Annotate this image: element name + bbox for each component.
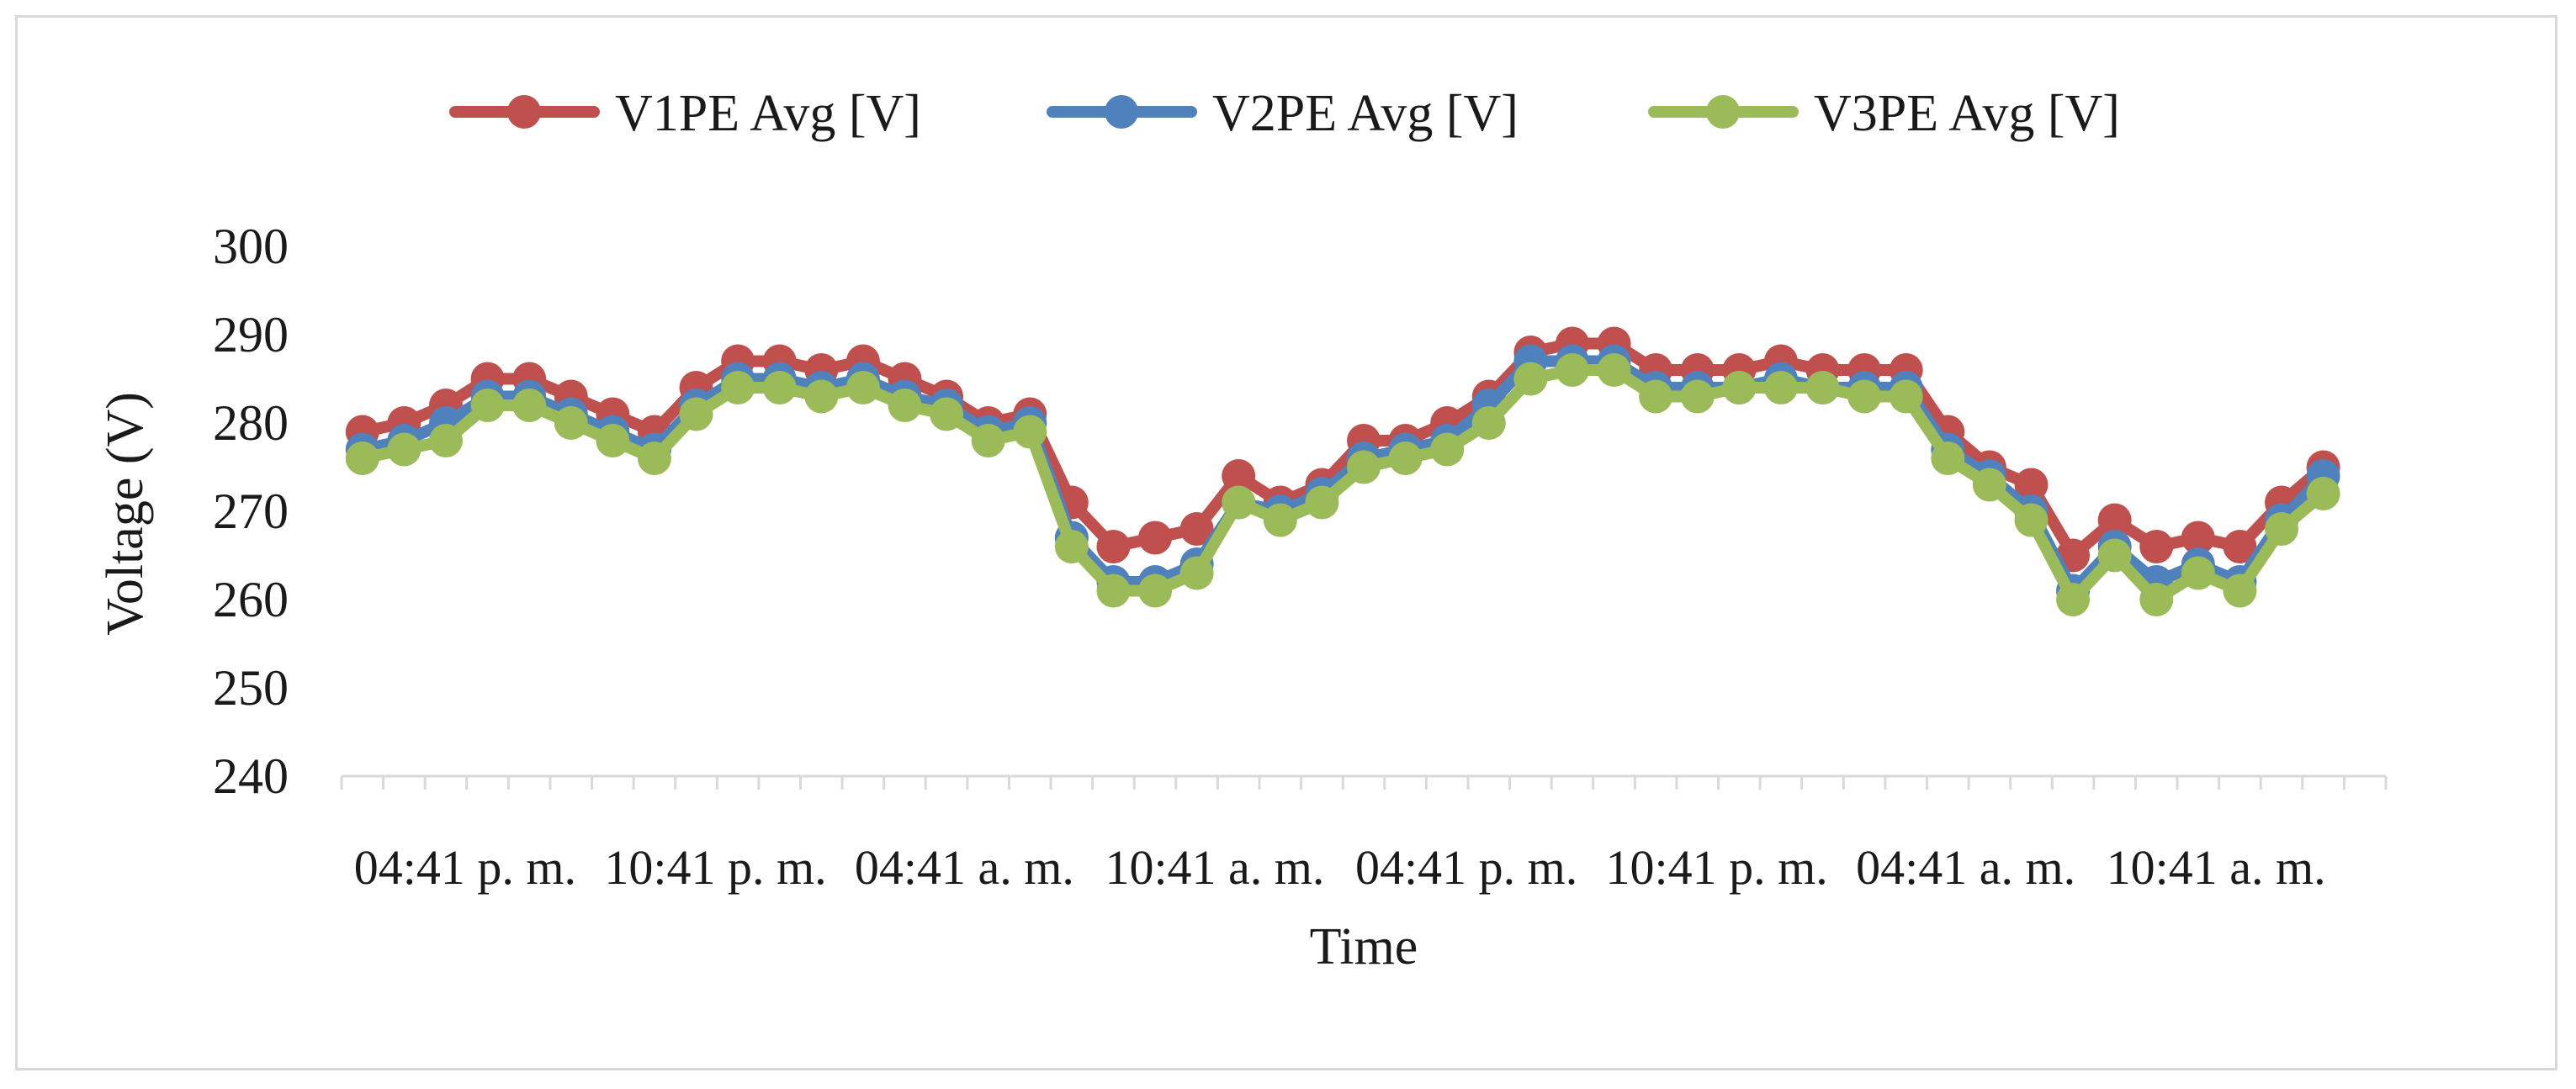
x-tick-label: 10:41 a. m. <box>2107 840 2326 895</box>
legend-marker <box>507 95 541 129</box>
data-point <box>888 389 922 422</box>
data-point <box>1096 530 1131 563</box>
data-point <box>2181 521 2215 555</box>
data-point <box>1430 432 1465 467</box>
data-point <box>930 397 964 431</box>
chart-frame: V1PE Avg [V] V2PE Avg [V] V3PE Avg [V] 240… <box>15 15 2557 1070</box>
data-point <box>1722 371 1757 404</box>
data-point <box>1639 379 1673 414</box>
legend-label: V2PE Avg [V] <box>1212 85 1519 142</box>
data-point <box>387 432 421 467</box>
data-point <box>971 424 1005 457</box>
data-point <box>1972 468 2006 502</box>
x-tick-label: 10:41 p. m. <box>1606 840 1828 895</box>
data-point <box>1054 530 1089 563</box>
data-point <box>596 424 630 457</box>
data-point <box>1138 574 1173 608</box>
data-point <box>1138 521 1173 555</box>
x-tick-label: 04:41 p. m. <box>354 840 576 895</box>
data-point <box>845 371 880 404</box>
x-tick-label: 10:41 a. m. <box>1105 840 1324 895</box>
data-point <box>2181 556 2215 590</box>
x-axis-title: Time <box>1310 918 1418 975</box>
data-point <box>1763 371 1798 404</box>
legend-label: V3PE Avg [V] <box>1814 85 2120 142</box>
legend-item: V2PE Avg [V] <box>1047 85 1519 142</box>
y-tick-label: 290 <box>213 307 289 362</box>
data-point <box>721 371 755 404</box>
data-point <box>2097 538 2132 573</box>
data-point <box>1555 353 1589 387</box>
data-point <box>1096 574 1131 608</box>
data-point <box>2014 503 2049 537</box>
y-axis-title: Voltage (V) <box>97 392 154 636</box>
data-point <box>804 379 839 414</box>
x-tick-label: 04:41 p. m. <box>1355 840 1577 895</box>
y-tick-label: 240 <box>213 748 289 804</box>
x-tick-label: 04:41 a. m. <box>1856 840 2075 895</box>
data-point <box>470 389 505 422</box>
data-point <box>637 441 671 475</box>
data-point <box>1222 459 1256 493</box>
y-tick-label: 300 <box>213 219 289 274</box>
data-point <box>1471 406 1506 440</box>
plot-area <box>345 326 2340 616</box>
data-point <box>1680 379 1715 414</box>
data-point <box>762 371 797 404</box>
series-3 <box>345 353 2340 616</box>
legend-marker <box>1706 95 1740 129</box>
data-point <box>1889 379 1923 414</box>
data-point <box>1179 512 1214 546</box>
legend-marker <box>1105 95 1138 129</box>
data-point <box>2265 512 2299 546</box>
x-tick-label: 04:41 a. m. <box>855 840 1074 895</box>
data-point <box>1931 441 1965 475</box>
data-point <box>1388 441 1423 475</box>
data-point <box>1847 379 1882 414</box>
y-axis: 240 250 260 270 280 290 300 <box>213 219 289 804</box>
data-point <box>1305 485 1339 520</box>
y-tick-label: 270 <box>213 484 289 539</box>
legend-item: V1PE Avg [V] <box>449 85 921 142</box>
legend-label: V1PE Avg [V] <box>615 85 921 142</box>
data-point <box>2223 530 2257 563</box>
data-point <box>345 441 379 475</box>
data-point <box>1513 362 1548 396</box>
data-point <box>2014 468 2049 502</box>
data-point <box>1597 353 1631 387</box>
legend: V1PE Avg [V] V2PE Avg [V] V3PE Avg [V] <box>449 85 2120 142</box>
legend-item: V3PE Avg [V] <box>1648 85 2120 142</box>
data-point <box>679 397 713 431</box>
chart-canvas: V1PE Avg [V] V2PE Avg [V] V3PE Avg [V] 240… <box>97 85 2388 975</box>
x-tick-label: 10:41 p. m. <box>604 840 826 895</box>
data-point <box>554 406 588 440</box>
data-point <box>2097 503 2132 537</box>
y-tick-label: 250 <box>213 660 289 716</box>
data-point <box>1222 485 1256 520</box>
data-point <box>1805 371 1840 404</box>
y-tick-label: 280 <box>213 395 289 451</box>
y-tick-label: 260 <box>213 572 289 627</box>
data-point <box>428 424 463 457</box>
data-point <box>2139 530 2174 563</box>
data-point <box>1013 415 1047 449</box>
data-point <box>512 389 547 422</box>
data-point <box>1347 450 1381 484</box>
data-point <box>2056 583 2091 616</box>
data-point <box>2223 574 2257 608</box>
data-point <box>1179 556 1214 590</box>
data-point <box>2139 583 2174 616</box>
x-axis: 04:41 p. m. 10:41 p. m. 04:41 a. m. 10:41 a… <box>340 774 2388 895</box>
data-point <box>2306 477 2340 510</box>
data-point <box>1263 503 1297 537</box>
